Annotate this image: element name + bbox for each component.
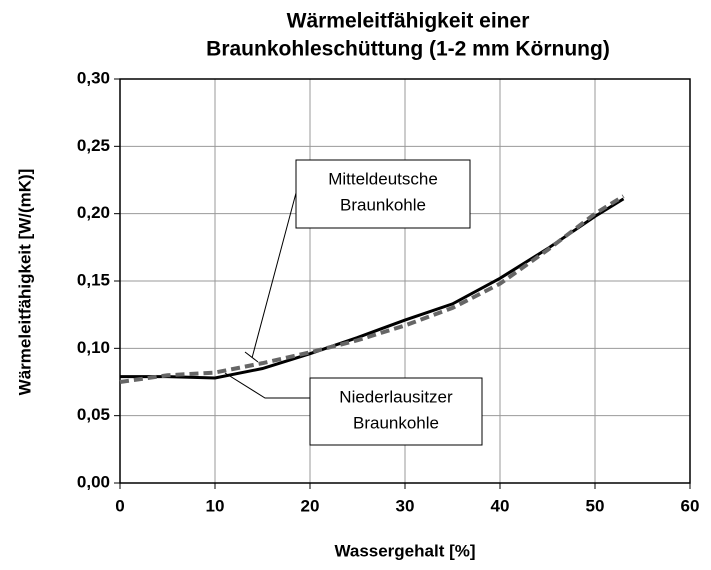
series-line (119, 194, 625, 384)
y-tick-label: 0,30 (77, 68, 110, 87)
chart-title: Wärmeleitfähigkeit einer (287, 10, 530, 33)
legend-label: Braunkohle (340, 195, 426, 214)
chart-title: Braunkohleschüttung (1-2 mm Körnung) (206, 38, 610, 61)
y-tick-label: 0,15 (77, 270, 110, 289)
legend-label: Braunkohle (353, 413, 439, 432)
legend-label: Niederlausitzer (339, 387, 453, 406)
legend-box (295, 159, 471, 229)
plot-frame (119, 78, 691, 484)
x-tick-label: 40 (491, 496, 510, 515)
x-tick-label: 60 (681, 496, 700, 515)
x-axis-label: Wassergehalt [%] (334, 541, 475, 560)
legend-label: Mitteldeutsche (328, 169, 438, 188)
legend-box (309, 377, 483, 446)
x-tick-label: 20 (301, 496, 320, 515)
x-tick-label: 30 (396, 496, 415, 515)
callout-line (224, 372, 310, 399)
x-tick-label: 10 (206, 496, 225, 515)
x-tick-label: 50 (586, 496, 605, 515)
y-tick-label: 0,05 (77, 405, 110, 424)
y-axis-label: Wärmeleitfähigkeit [W/(mK)] (15, 169, 34, 396)
callout-line (244, 177, 301, 363)
y-tick-label: 0,00 (77, 472, 110, 491)
y-tick-label: 0,10 (77, 338, 110, 357)
x-tick-label: 0 (115, 496, 124, 515)
y-tick-label: 0,20 (77, 203, 110, 222)
y-tick-label: 0,25 (77, 136, 110, 155)
